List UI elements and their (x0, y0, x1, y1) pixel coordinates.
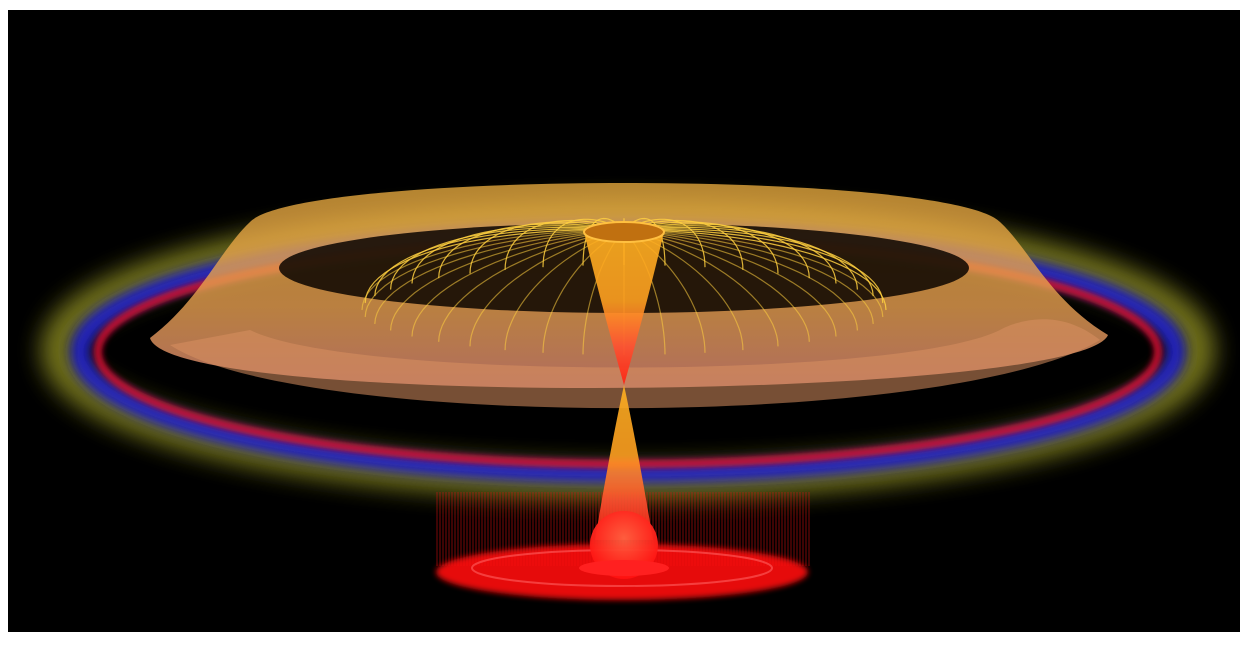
lower-cone (595, 385, 653, 540)
dome-meridian (623, 229, 810, 342)
dome-meridian (438, 229, 625, 342)
dome-meridian (438, 223, 625, 279)
dome-meridian (623, 229, 874, 324)
dome-meridian (411, 225, 625, 284)
dome-meridian (623, 229, 884, 304)
sphere-base (579, 560, 669, 576)
dome-meridian (623, 226, 858, 290)
dome-meridian (623, 229, 887, 311)
dome-meridian (469, 229, 625, 347)
dome-meridian (623, 219, 744, 270)
dome-meridian (623, 229, 884, 318)
dome-meridian (374, 229, 625, 324)
dome-meridian (411, 229, 625, 337)
dome-meridian (623, 229, 837, 337)
dome-meridian (623, 229, 858, 331)
dome-meridian (623, 217, 666, 266)
dome-meridian (542, 218, 625, 268)
upper-cone (584, 232, 664, 385)
dish-lip (170, 319, 1100, 409)
dome-meridian (364, 229, 625, 304)
dome-meridian (623, 225, 837, 284)
dome-meridian (582, 217, 625, 266)
dome-meridian (390, 229, 625, 331)
dome-meridian (623, 228, 874, 297)
dome-meridian (504, 219, 625, 270)
dome-meridian (623, 218, 706, 268)
dome-meridian (469, 221, 625, 274)
dome-meridian (623, 229, 779, 347)
cone-top (583, 221, 665, 243)
dome-meridian (361, 229, 625, 311)
dome-meridian (364, 229, 625, 318)
dome-wireframe (361, 217, 887, 355)
